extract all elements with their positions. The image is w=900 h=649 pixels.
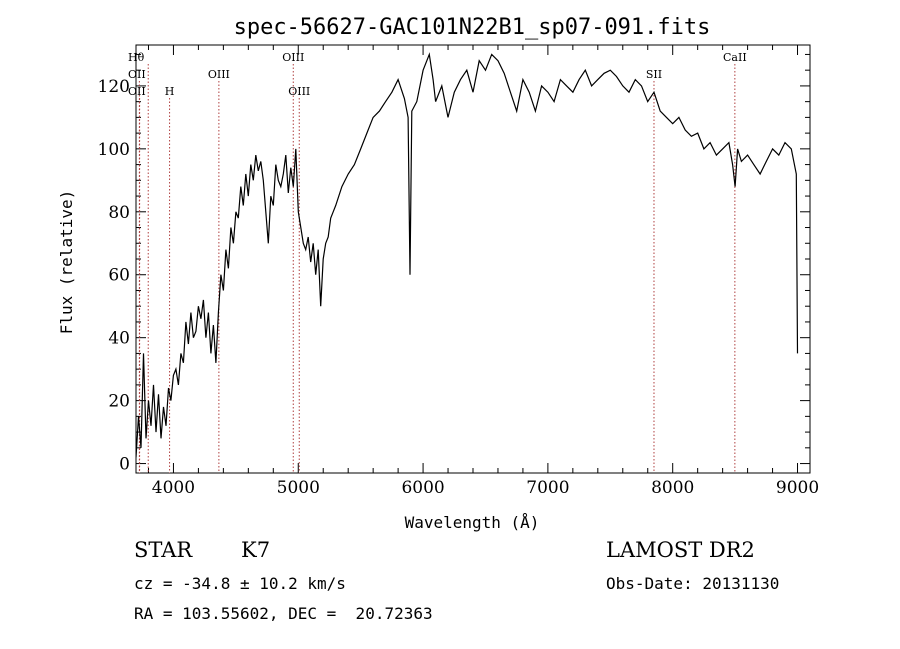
x-axis-label: Wavelength (Å) bbox=[405, 513, 540, 532]
observation-date: Obs-Date: 20131130 bbox=[606, 574, 780, 593]
y-tick-label: 0 bbox=[119, 455, 130, 475]
x-tick-label: 9000 bbox=[776, 478, 819, 498]
x-tick-label: 7000 bbox=[526, 478, 569, 498]
spectral-line-label: H bbox=[165, 85, 175, 98]
object-subclass: K7 bbox=[241, 538, 271, 562]
redshift-value: cz = -34.8 ± 10.2 km/s bbox=[134, 574, 346, 593]
spectral-line-label: SII bbox=[646, 68, 662, 81]
spectral-line-label: Hθ bbox=[128, 51, 145, 64]
x-tick-label: 6000 bbox=[401, 478, 444, 498]
object-class: STAR bbox=[134, 538, 193, 562]
x-tick-label: 8000 bbox=[651, 478, 694, 498]
y-tick-label: 80 bbox=[108, 203, 130, 223]
spectrum-line bbox=[136, 52, 799, 458]
chart-title: spec-56627-GAC101N22B1_sp07-091.fits bbox=[234, 15, 711, 40]
plot-frame bbox=[135, 44, 811, 474]
spectral-line-label: OII bbox=[128, 68, 146, 81]
spectral-line-label: OIII bbox=[208, 68, 230, 81]
y-tick-label: 100 bbox=[98, 140, 130, 160]
spectral-line-label: CaII bbox=[723, 51, 747, 64]
x-tick-label: 4000 bbox=[152, 478, 195, 498]
spectral-line-label: OIII bbox=[282, 51, 304, 64]
y-tick-label: 60 bbox=[108, 266, 130, 286]
sky-coordinates: RA = 103.55602, DEC = 20.72363 bbox=[134, 604, 433, 623]
y-tick-label: 120 bbox=[98, 77, 130, 97]
spectral-line-label: OII bbox=[128, 85, 146, 98]
y-axis-label: Flux (relative) bbox=[57, 190, 76, 335]
x-tick-label: 5000 bbox=[277, 478, 320, 498]
plot-area: 4000 5000 6000 7000 8000 9000 0 20 40 60 80 100 120 H… bbox=[98, 44, 819, 498]
y-tick-label: 40 bbox=[108, 329, 130, 349]
spectral-line-label: OIII bbox=[288, 85, 310, 98]
data-release: LAMOST DR2 bbox=[606, 538, 755, 562]
y-tick-label: 20 bbox=[108, 392, 130, 412]
